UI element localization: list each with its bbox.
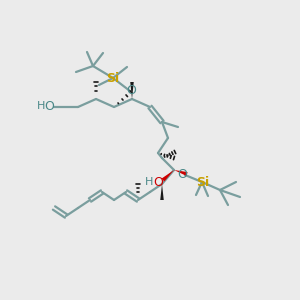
Text: O: O [44,100,54,112]
Polygon shape [162,170,174,182]
Text: O: O [126,83,136,97]
Polygon shape [160,184,164,200]
Polygon shape [130,82,134,99]
Text: H: H [37,101,45,111]
Polygon shape [174,170,188,176]
Text: H: H [145,177,153,187]
Text: O: O [153,176,163,190]
Text: O: O [177,167,187,181]
Text: Si: Si [106,71,120,85]
Text: Si: Si [196,176,210,188]
